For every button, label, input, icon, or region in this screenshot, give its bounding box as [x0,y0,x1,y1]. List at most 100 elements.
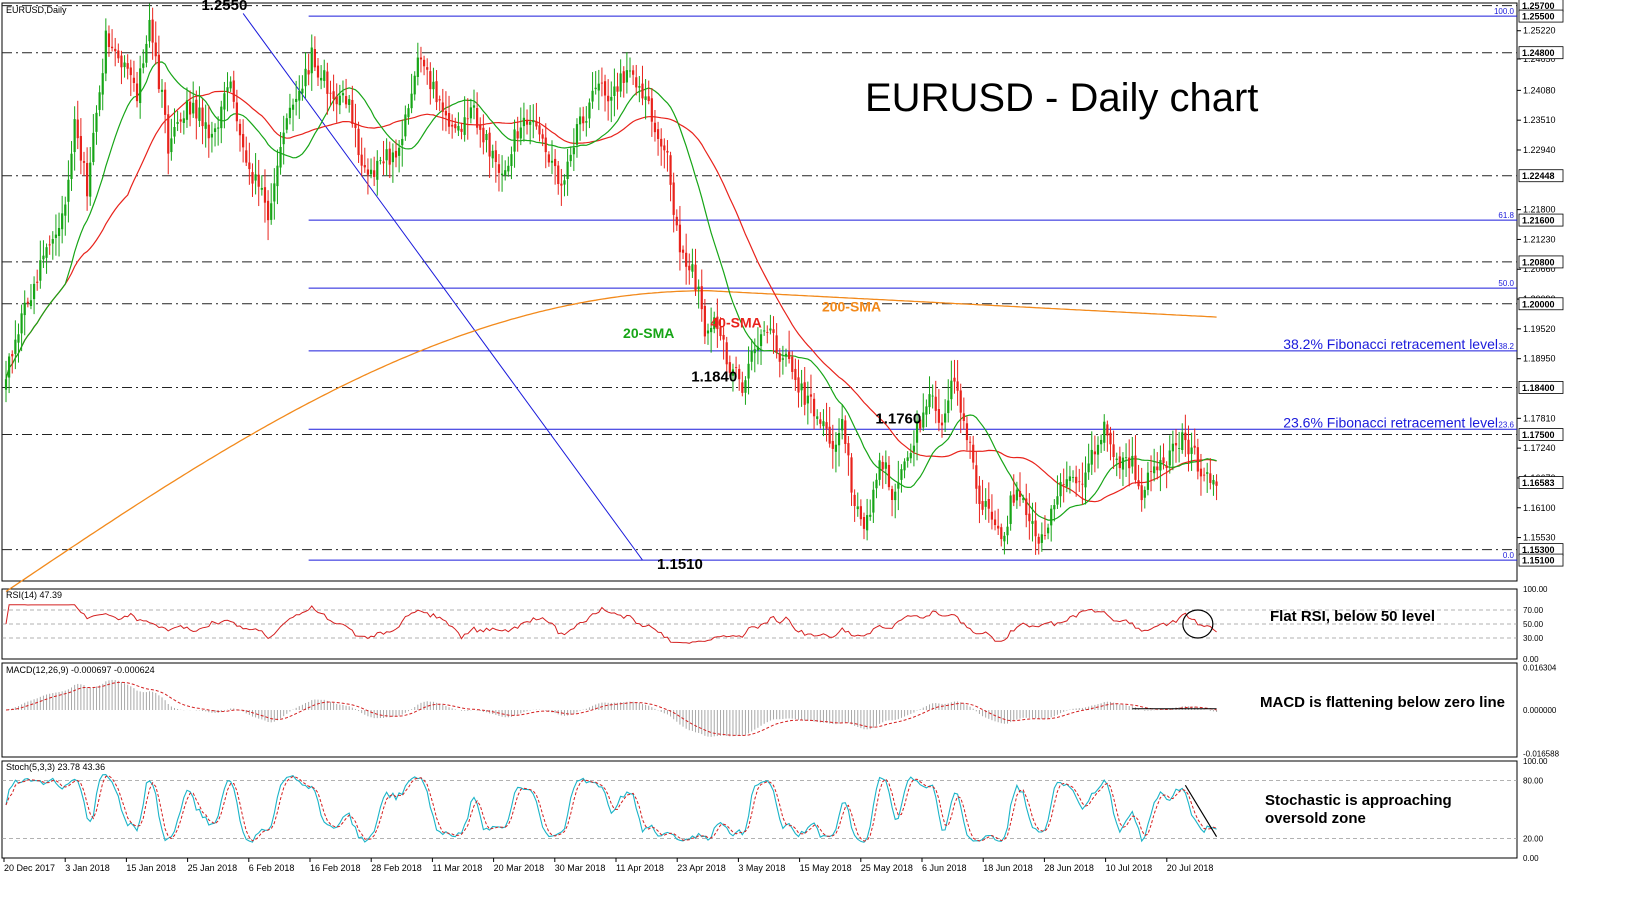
candle-body [226,87,229,92]
fibonacci-text-label: 38.2% Fibonacci retracement level [1283,336,1498,352]
candle-body [238,123,242,136]
candle-body [666,150,669,153]
candle-body [1131,455,1134,467]
candle-body [154,42,157,57]
candle-body [98,92,101,110]
time-tick-label: 30 Mar 2018 [555,863,606,873]
macd-signal-line [5,681,1217,737]
candle-body [391,152,394,163]
candle-body [856,506,859,510]
candle-body [469,107,472,119]
candle-body [819,419,822,424]
candle-body [401,138,404,146]
candle-body [1000,527,1003,540]
price-tick-label: 1.21800 [1523,205,1556,215]
candle-body [1050,508,1053,526]
candle-body [73,119,76,153]
sma-20-line [5,61,1217,521]
candle-body [263,187,267,203]
candle-body [1171,443,1174,452]
candle-body [454,124,457,129]
price-highlight-box [1518,213,1564,227]
candle-body [519,127,522,139]
candle-body [385,149,388,161]
candle-body [831,440,834,449]
candle-body [1206,472,1209,474]
candle-body [1022,498,1025,500]
candle-body [847,443,850,456]
price-annotation: 1.1760 [875,410,921,427]
candle-body [257,174,260,187]
candle-body [195,99,198,119]
price-highlight-label: 1.17500 [1522,430,1555,440]
candle-body [1140,485,1143,501]
candle-body [950,380,953,400]
candle-body [376,160,379,180]
candle-body [394,150,398,158]
candle-body [837,433,841,446]
candle-body [694,264,697,291]
moving-average-label: 200-SMA [822,299,881,315]
candle-body [123,62,126,68]
candle-body [494,150,497,163]
candle-body [766,332,769,333]
candle-body [354,123,357,128]
candle-body [360,154,363,166]
candle-body [348,99,351,105]
candle-body [675,216,678,226]
macd-tick-label: -0.016588 [1523,749,1560,758]
candle-body [1118,456,1121,469]
candle-body [373,170,376,177]
candle-body [335,96,338,105]
price-tick-label: 1.20660 [1523,264,1556,274]
price-tick-label: 1.24080 [1523,85,1556,95]
price-highlight-box [1518,476,1564,489]
candle-body [344,96,348,105]
candle-body [962,413,965,421]
candle-body [635,77,638,88]
candle-body [993,519,997,526]
fibonacci-level-label: 50.0 [1498,279,1514,288]
candle-body [800,383,803,391]
candle-body [507,165,510,172]
sma-40-line [5,90,1217,503]
candle-body [1124,457,1128,459]
candle-body [1128,457,1131,469]
candle-body [619,73,622,92]
candle-body [931,395,934,397]
candle-body [1040,534,1043,543]
candle-body [429,71,432,90]
macd-tick-label: 0.000000 [1523,706,1557,715]
candle-body [23,302,26,316]
candle-body [1015,489,1018,501]
candle-body [688,265,691,271]
rsi-highlight-circle [1182,609,1214,639]
candle-body [251,172,254,184]
price-highlight-box [1518,169,1564,183]
chart-title: EURUSD - Daily chart [865,76,1258,120]
candle-body [613,86,616,96]
candle-body [853,494,856,507]
candle-body [472,105,476,108]
candle-body [295,98,298,102]
price-highlight-label: 1.15300 [1522,545,1555,555]
candle-body [1149,471,1153,473]
candle-body [170,138,173,153]
candle-body [585,121,588,123]
candle-body [610,96,613,101]
candle-body [117,50,120,59]
candle-body [803,382,806,405]
candle-body [266,200,270,221]
candle-body [563,180,566,185]
candle-body [660,138,663,147]
candle-body [806,395,809,404]
candle-body [398,147,401,156]
candle-body [479,124,482,130]
candle-body [307,70,310,75]
candle-body [248,162,251,170]
macd-label: MACD(12,26,9) -0.000697 -0.000624 [6,665,155,675]
candle-body [1078,481,1081,483]
candle-body [703,305,706,337]
candle-body [641,83,644,99]
candle-body [441,102,444,112]
